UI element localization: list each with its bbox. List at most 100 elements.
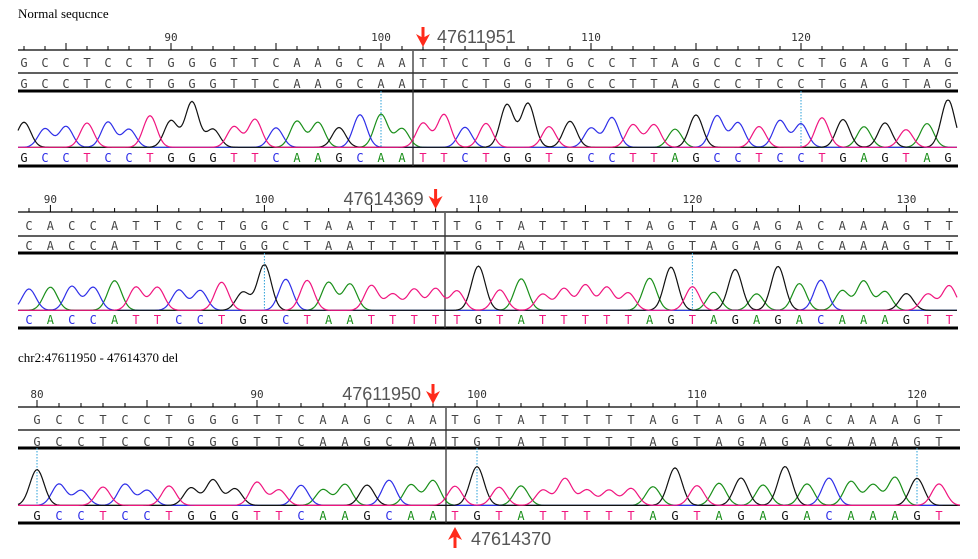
called-base: C [25,313,32,327]
called-base: T [451,509,458,523]
called-base: A [346,313,354,327]
called-base: A [398,151,406,165]
called-base: T [924,313,931,327]
called-base: T [627,509,634,523]
called-base: A [671,151,679,165]
called-base: T [440,151,447,165]
called-base: A [646,313,654,327]
called-base: T [218,313,225,327]
called-base: G [774,313,781,327]
called-base: C [197,313,204,327]
called-base: C [713,151,720,165]
called-base: C [608,151,615,165]
red-arrow-down-icon [426,384,440,404]
sequence-panel-1: 90 100 110 120GCCTCCTGGGTTCAAGCAAGCCTCCTGGG… [17,27,958,168]
reference-sequence-left: CACCATTCCTGGCTAATTTT [25,219,439,233]
trace-T [18,477,961,506]
called-base: T [603,313,610,327]
called-base: G [363,509,370,523]
called-base: A [377,151,385,165]
called-base: C [55,509,62,523]
red-arrow-down-icon [416,27,430,47]
called-base: T [689,313,696,327]
called-base: C [797,151,804,165]
sequence-panel-3: 80 90 100 110 120GCCTCCTGGGTTCAAGCAAGCCTCCTG… [17,384,961,549]
called-base: T [496,313,503,327]
called-base: C [125,151,132,165]
called-base: A [314,151,322,165]
ruler-tick-label: 120 [791,31,811,44]
called-base: A [710,313,718,327]
called-base: T [275,509,282,523]
reference-sequence-right: TGTATTTTTAGTAGAGACAAAGT [451,413,942,427]
called-base: T [755,151,762,165]
called-base: T [539,509,546,523]
called-base: G [737,509,744,523]
called-base: A [869,509,877,523]
called-base: C [461,151,468,165]
breakpoint-coordinate-label: 47614369 [344,189,424,209]
called-base: T [946,313,953,327]
called-base: G [239,313,246,327]
called-base: A [860,313,868,327]
ruler-tick-label: 120 [682,193,702,206]
called-base: A [319,509,327,523]
reference-sequence-right: TTCTGGTGCCTTAGCCTCCTGAGTAG [419,56,951,70]
called-base: T [453,313,460,327]
called-base: C [825,509,832,523]
called-base: A [341,509,349,523]
called-base: G [839,151,846,165]
called-base: A [803,509,811,523]
ruler-tick-label: 80 [30,388,43,401]
called-base: G [231,509,238,523]
called-base: G [473,509,480,523]
called-base: T [389,313,396,327]
breakpoint-coordinate-label: 47611951 [437,27,516,47]
called-base: C [817,313,824,327]
reference-sequence-right: TGTATTTTTAGTAGAGACAAAGTT [453,219,952,233]
called-base: T [902,151,909,165]
called-base: T [539,313,546,327]
called-base: G [524,151,531,165]
called-base: A [111,313,119,327]
called-base: T [650,151,657,165]
ruler-tick-label: 90 [164,31,177,44]
trace-A [18,476,960,506]
called-base: G [167,151,174,165]
called-base: G [188,151,195,165]
called-base: G [692,151,699,165]
called-base: A [293,151,301,165]
trace-C [18,477,960,506]
called-base: G [566,151,573,165]
called-base: C [68,313,75,327]
trace-T [18,279,958,311]
called-base: C [104,151,111,165]
reference-sequence-left: GCCTCCTGGGTTCAAGCAA [33,413,437,427]
called-base: A [518,313,526,327]
called-base: G [20,151,27,165]
red-arrow-down-icon [428,189,443,209]
called-base: A [517,509,525,523]
called-base: G [475,313,482,327]
ruler-tick-label: 110 [468,193,488,206]
called-base: G [881,151,888,165]
called-base: T [582,313,589,327]
red-arrow-up-icon [448,527,462,548]
ruler-tick-label: 90 [44,193,57,206]
called-base: T [419,151,426,165]
ruler-tick-label: 120 [907,388,927,401]
consensus-sequence-right: TTCTGGTGCCTTAGCCTCCTGAGTAG [419,77,951,91]
called-base: C [90,313,97,327]
called-base: C [587,151,594,165]
panel-title-deletion: chr2:47611950 - 47614370 del [18,350,179,365]
ruler-tick-label: 100 [467,388,487,401]
called-base: A [407,509,415,523]
called-base: A [325,313,333,327]
called-base: A [796,313,804,327]
called-base: T [629,151,636,165]
